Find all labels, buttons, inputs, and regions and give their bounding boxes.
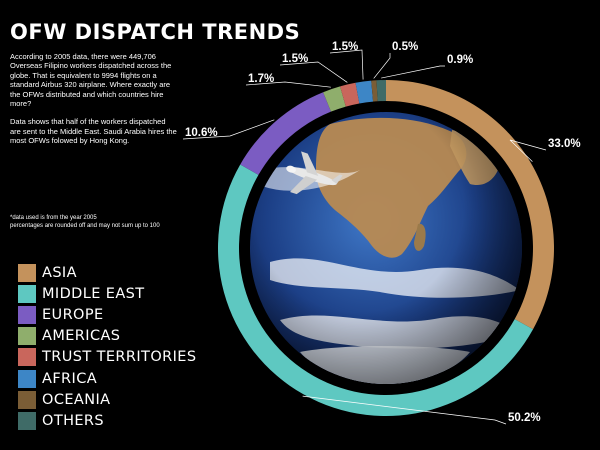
slice-trust-territories: [340, 82, 360, 107]
value-label-americas: 1.7%: [248, 73, 274, 85]
chart-title: OFW DISPATCH TRENDS: [10, 20, 301, 44]
legend-label: AMERICAS: [42, 328, 121, 345]
leader-line-asia: [509, 139, 547, 162]
leader-line-europe: [182, 119, 275, 140]
value-label-others: 0.9%: [447, 54, 473, 66]
legend-item-europe: EUROPE: [18, 304, 196, 325]
value-label-europe: 10.6%: [185, 127, 218, 139]
leader-line-americas: [245, 81, 331, 88]
slice-middle-east: [217, 164, 534, 417]
leader-line-africa: [329, 49, 364, 80]
slice-others: [376, 80, 386, 102]
slice-africa: [355, 80, 374, 104]
legend: ASIA MIDDLE EAST EUROPE AMERICAS TRUST TERRI…: [18, 262, 196, 432]
legend-label: MIDDLE EAST: [42, 285, 145, 302]
leader-line-trust-territories: [279, 61, 348, 83]
value-label-asia: 33.0%: [548, 138, 581, 150]
legend-swatch: [18, 327, 36, 346]
legend-label: ASIA: [42, 264, 77, 281]
legend-swatch: [18, 263, 36, 282]
footnote: *data used is from the year 2005 percent…: [10, 214, 210, 230]
leader-line-others: [381, 65, 445, 79]
legend-swatch: [18, 369, 36, 388]
footnote-line-2: percentages are rounded off and may not …: [10, 223, 160, 229]
legend-item-trust-territories: TRUST TERRITORIES: [18, 347, 196, 368]
legend-item-others: OTHERS: [18, 410, 196, 431]
legend-item-middle-east: MIDDLE EAST: [18, 283, 196, 304]
intro-paragraph-2: Data shows that half of the workers disp…: [10, 117, 177, 146]
airplane-icon: [286, 151, 343, 195]
legend-item-oceania: OCEANIA: [18, 389, 196, 410]
slice-americas: [323, 86, 346, 112]
slice-oceania: [371, 80, 378, 102]
footnote-line-1: *data used is from the year 2005: [10, 215, 97, 221]
earth-globe-image: [250, 112, 522, 384]
legend-swatch: [18, 305, 36, 324]
legend-swatch: [18, 348, 36, 367]
value-labels: 33.0% 50.2% 10.6% 1.7% 1.5% 1.5% 0.5% 0.9%: [185, 41, 581, 424]
leader-line-middle-east: [302, 395, 507, 425]
legend-label: AFRICA: [42, 370, 98, 387]
legend-item-africa: AFRICA: [18, 368, 196, 389]
value-label-oceania: 0.5%: [392, 41, 418, 53]
value-label-middle-east: 50.2%: [508, 412, 541, 424]
value-label-africa: 1.5%: [332, 41, 358, 53]
legend-label: TRUST TERRITORIES: [42, 349, 197, 366]
legend-swatch: [18, 284, 36, 303]
legend-swatch: [18, 411, 36, 430]
legend-item-americas: AMERICAS: [18, 326, 196, 347]
legend-label: EUROPE: [42, 306, 104, 323]
label-leader-lines: [182, 49, 547, 425]
leader-line-oceania: [373, 53, 391, 79]
legend-swatch: [18, 390, 36, 409]
legend-label: OCEANIA: [42, 391, 111, 408]
intro-text: According to 2005 data, there were 449,7…: [10, 52, 178, 155]
slice-europe: [240, 92, 331, 175]
legend-label: OTHERS: [42, 412, 105, 429]
intro-paragraph-1: According to 2005 data, there were 449,7…: [10, 52, 172, 109]
value-label-trust-territories: 1.5%: [282, 53, 308, 65]
legend-item-asia: ASIA: [18, 262, 196, 283]
